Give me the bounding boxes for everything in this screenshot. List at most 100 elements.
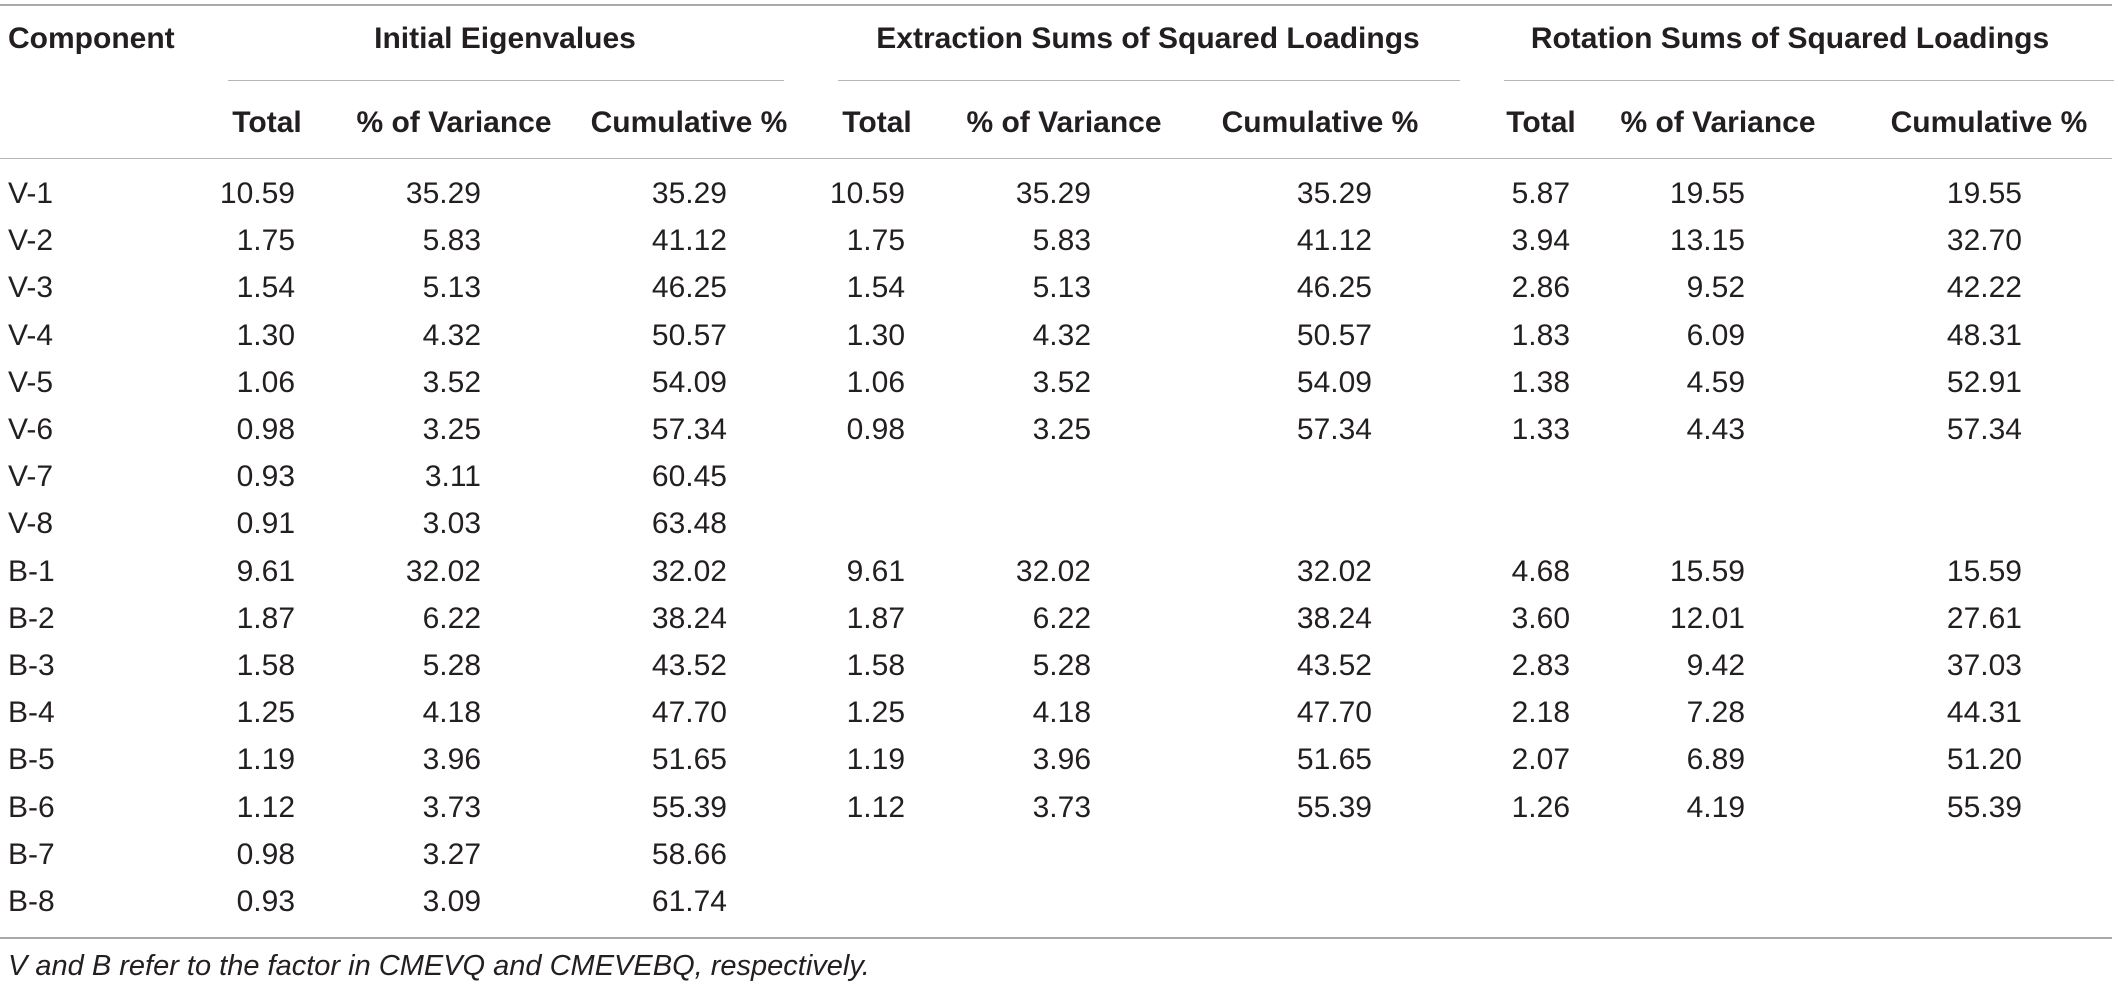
table-cell: 32.70 <box>1946 224 2022 258</box>
table-cell: 4.32 <box>1032 318 1091 352</box>
table-cell: 1.38 <box>1511 365 1570 399</box>
table-cell: 32.02 <box>1296 554 1372 588</box>
table-cell: 4.43 <box>1686 413 1745 446</box>
table-cell: 4.68 <box>1511 554 1570 588</box>
table-top-rule <box>0 4 2112 6</box>
table-cell: 0.93 <box>236 460 295 494</box>
table-cell: 57.34 <box>651 413 727 446</box>
table-cell: 1.75 <box>846 224 905 258</box>
table-cell: 60.45 <box>651 460 727 494</box>
table-cell: 1.25 <box>846 696 905 730</box>
table-cell: 4.32 <box>422 318 481 352</box>
table-cell: 41.12 <box>651 224 727 258</box>
table-cell: 3.25 <box>422 413 481 446</box>
table-cell: 0.98 <box>846 413 905 446</box>
table-cell: 3.27 <box>422 837 481 871</box>
table-cell: 4.19 <box>1686 790 1745 824</box>
table-cell: 6.09 <box>1686 318 1745 352</box>
row-component-label: B-1 <box>8 554 55 588</box>
table-cell: 47.70 <box>651 696 727 730</box>
row-component-label: V-3 <box>8 271 54 305</box>
table-cell: 63.48 <box>651 507 727 541</box>
table-cell: 7.28 <box>1686 696 1745 730</box>
table-cell: 5.28 <box>422 649 481 682</box>
row-component-label: V-5 <box>8 365 54 399</box>
table-cell: 1.12 <box>846 790 905 824</box>
table-cell: 35.29 <box>405 177 481 210</box>
table-cell: 41.12 <box>1296 224 1372 258</box>
row-component-label: B-5 <box>8 743 55 777</box>
table-cell: 3.52 <box>1032 365 1091 399</box>
row-component-label: B-4 <box>8 696 55 730</box>
table-cell: 43.52 <box>1296 649 1372 682</box>
table-cell: 2.86 <box>1511 271 1570 305</box>
table-cell: 12.01 <box>1669 601 1745 635</box>
table-cell: 3.25 <box>1032 413 1091 446</box>
subcol-total: Total <box>232 106 302 139</box>
group-extraction-sums: Extraction Sums of Squared Loadings <box>876 22 1420 55</box>
table-cell: 15.59 <box>1669 554 1745 588</box>
subcol-total: Total <box>842 106 912 139</box>
table-cell: 61.74 <box>651 885 727 918</box>
row-component-label: B-3 <box>8 649 55 682</box>
table-cell: 6.89 <box>1686 743 1745 777</box>
table-cell: 1.33 <box>1511 413 1570 446</box>
row-component-label: B-2 <box>8 601 55 635</box>
table-cell: 5.13 <box>422 271 481 305</box>
table-cell: 35.29 <box>651 177 727 210</box>
table-cell: 46.25 <box>1296 271 1372 305</box>
table-cell: 6.22 <box>422 601 481 635</box>
row-component-label: B-7 <box>8 837 55 871</box>
table-cell: 1.54 <box>236 271 295 305</box>
table-cell: 42.22 <box>1946 271 2022 305</box>
table-cell: 38.24 <box>651 601 727 635</box>
table-cell: 32.02 <box>651 554 727 588</box>
row-component-label: V-4 <box>8 318 54 352</box>
table-cell: 37.03 <box>1946 649 2022 682</box>
subcol-cumulative: Cumulative % <box>590 106 788 139</box>
table-cell: 6.22 <box>1032 601 1091 635</box>
table-cell: 10.59 <box>219 177 295 210</box>
table-cell: 1.87 <box>846 601 905 635</box>
table-cell: 2.07 <box>1511 743 1570 777</box>
subcol-variance: % of Variance <box>1620 106 1816 139</box>
table-cell: 1.19 <box>846 743 905 777</box>
subcol-variance: % of Variance <box>356 106 552 139</box>
header-bottom-rule <box>0 158 2112 159</box>
table-cell: 35.29 <box>1296 177 1372 210</box>
table-cell: 51.20 <box>1946 743 2022 777</box>
table-cell: 1.26 <box>1511 790 1570 824</box>
table-cell: 3.03 <box>422 507 481 541</box>
table-cell: 2.18 <box>1511 696 1570 730</box>
table-cell: 15.59 <box>1946 554 2022 588</box>
table-cell: 1.30 <box>846 318 905 352</box>
table-cell: 0.98 <box>236 413 295 446</box>
table-cell: 19.55 <box>1946 177 2022 210</box>
table-cell: 50.57 <box>1296 318 1372 352</box>
table-cell: 1.75 <box>236 224 295 258</box>
table-cell: 1.58 <box>236 649 295 682</box>
table-cell: 4.59 <box>1686 365 1745 399</box>
table-cell: 1.06 <box>236 365 295 399</box>
table-cell: 3.94 <box>1511 224 1570 258</box>
row-component-label: V-8 <box>8 507 54 541</box>
table-cell: 13.15 <box>1669 224 1745 258</box>
table-cell: 3.96 <box>1032 743 1091 777</box>
table-cell: 5.13 <box>1032 271 1091 305</box>
table-cell: 3.60 <box>1511 601 1570 635</box>
table-cell: 55.39 <box>651 790 727 824</box>
group-rule-initial <box>228 80 784 81</box>
row-component-label: B-8 <box>8 885 55 918</box>
table-cell: 1.87 <box>236 601 295 635</box>
table-cell: 0.93 <box>236 885 295 918</box>
table-bottom-rule <box>0 937 2112 939</box>
table-cell: 9.61 <box>846 554 905 588</box>
header-component: Component <box>8 22 175 55</box>
table-cell: 51.65 <box>1296 743 1372 777</box>
table-cell: 5.28 <box>1032 649 1091 682</box>
subcol-cumulative: Cumulative % <box>1890 106 2088 139</box>
table-cell: 55.39 <box>1296 790 1372 824</box>
table-cell: 43.52 <box>651 649 727 682</box>
table-cell: 57.34 <box>1946 413 2022 446</box>
